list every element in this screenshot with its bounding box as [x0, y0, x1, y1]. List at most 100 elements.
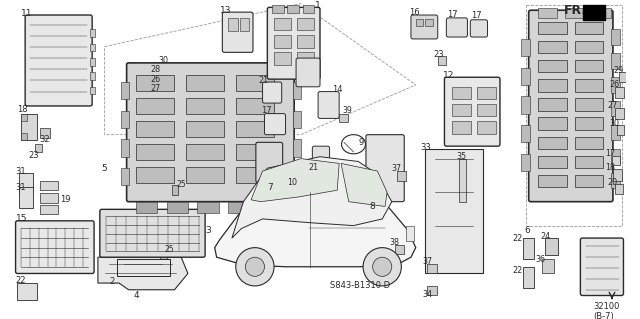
Bar — [542, 259, 554, 272]
Bar — [397, 171, 406, 181]
Text: 22: 22 — [15, 276, 26, 285]
Bar — [167, 202, 188, 213]
Text: 26: 26 — [609, 80, 620, 89]
Bar — [416, 19, 424, 26]
Text: 21: 21 — [259, 76, 269, 85]
Text: 10: 10 — [287, 178, 298, 187]
Bar — [21, 133, 27, 140]
Bar — [339, 114, 348, 122]
Bar — [611, 53, 620, 69]
Bar — [611, 77, 620, 93]
Bar — [90, 87, 95, 94]
FancyBboxPatch shape — [580, 238, 623, 295]
Bar — [538, 60, 567, 72]
Text: 17: 17 — [260, 106, 271, 115]
Text: 27: 27 — [607, 101, 618, 110]
Bar — [545, 238, 558, 255]
Bar — [19, 173, 33, 194]
Bar — [236, 75, 274, 91]
Text: FR.: FR. — [564, 4, 588, 17]
Text: 22: 22 — [513, 266, 523, 275]
Bar — [160, 252, 167, 262]
Text: 25: 25 — [165, 245, 175, 254]
Text: 21: 21 — [308, 163, 319, 172]
Bar — [121, 168, 129, 185]
Text: 35: 35 — [457, 152, 467, 161]
Text: 37: 37 — [392, 164, 402, 173]
Polygon shape — [98, 257, 188, 290]
Bar — [136, 144, 175, 160]
Bar — [40, 204, 58, 214]
FancyBboxPatch shape — [470, 20, 488, 37]
Bar — [297, 52, 314, 65]
Text: 22: 22 — [513, 234, 523, 242]
Bar — [406, 226, 414, 241]
Text: 13: 13 — [220, 6, 231, 15]
Bar — [90, 44, 95, 51]
FancyBboxPatch shape — [25, 15, 92, 106]
Text: 33: 33 — [420, 143, 431, 152]
Bar — [615, 184, 623, 194]
Bar — [538, 156, 567, 168]
Text: 17: 17 — [471, 11, 482, 20]
Bar — [538, 175, 567, 187]
FancyBboxPatch shape — [127, 63, 294, 202]
Text: 30: 30 — [158, 56, 168, 64]
Text: 6: 6 — [525, 226, 531, 235]
Bar — [259, 202, 280, 213]
Polygon shape — [583, 5, 605, 20]
Text: 29: 29 — [613, 66, 623, 75]
Text: 20: 20 — [607, 178, 618, 187]
Bar — [575, 60, 604, 72]
Text: (B-7): (B-7) — [593, 312, 614, 319]
Bar — [521, 39, 530, 56]
Bar — [35, 144, 42, 152]
Bar — [521, 68, 530, 85]
Text: 28: 28 — [150, 65, 161, 74]
FancyBboxPatch shape — [100, 209, 205, 257]
Bar — [293, 139, 301, 157]
Bar — [538, 79, 567, 92]
Text: 34: 34 — [422, 290, 433, 299]
Bar — [136, 167, 175, 182]
Bar — [619, 72, 627, 82]
Bar — [611, 101, 620, 116]
FancyBboxPatch shape — [222, 12, 253, 52]
Bar — [452, 121, 471, 134]
Text: 12: 12 — [442, 71, 454, 80]
Bar — [297, 35, 314, 48]
Bar — [538, 98, 567, 111]
Bar — [272, 5, 284, 13]
FancyBboxPatch shape — [262, 82, 282, 103]
Text: 11: 11 — [21, 9, 33, 18]
Polygon shape — [251, 159, 339, 202]
Bar — [523, 267, 534, 288]
Bar — [121, 111, 129, 128]
Bar — [575, 175, 604, 187]
Bar — [592, 8, 611, 18]
Bar — [293, 168, 301, 185]
Bar — [136, 75, 175, 91]
Bar — [611, 125, 620, 140]
Bar — [136, 98, 175, 114]
Bar — [228, 18, 237, 31]
Text: 32100: 32100 — [593, 302, 620, 311]
Bar — [428, 286, 436, 295]
Text: 31: 31 — [15, 183, 26, 192]
Bar — [426, 19, 433, 26]
Bar — [186, 167, 224, 182]
Bar — [274, 35, 291, 48]
Bar — [236, 98, 274, 114]
Bar — [136, 202, 157, 213]
Bar — [186, 121, 224, 137]
Bar — [40, 193, 58, 203]
Text: 15: 15 — [15, 214, 27, 223]
Bar — [172, 185, 179, 195]
Text: 27: 27 — [150, 84, 161, 93]
Text: 37: 37 — [422, 256, 433, 265]
FancyBboxPatch shape — [296, 58, 320, 87]
Bar — [452, 104, 471, 116]
Bar — [575, 117, 604, 130]
Text: 3: 3 — [205, 226, 211, 235]
Text: 24: 24 — [540, 232, 550, 241]
